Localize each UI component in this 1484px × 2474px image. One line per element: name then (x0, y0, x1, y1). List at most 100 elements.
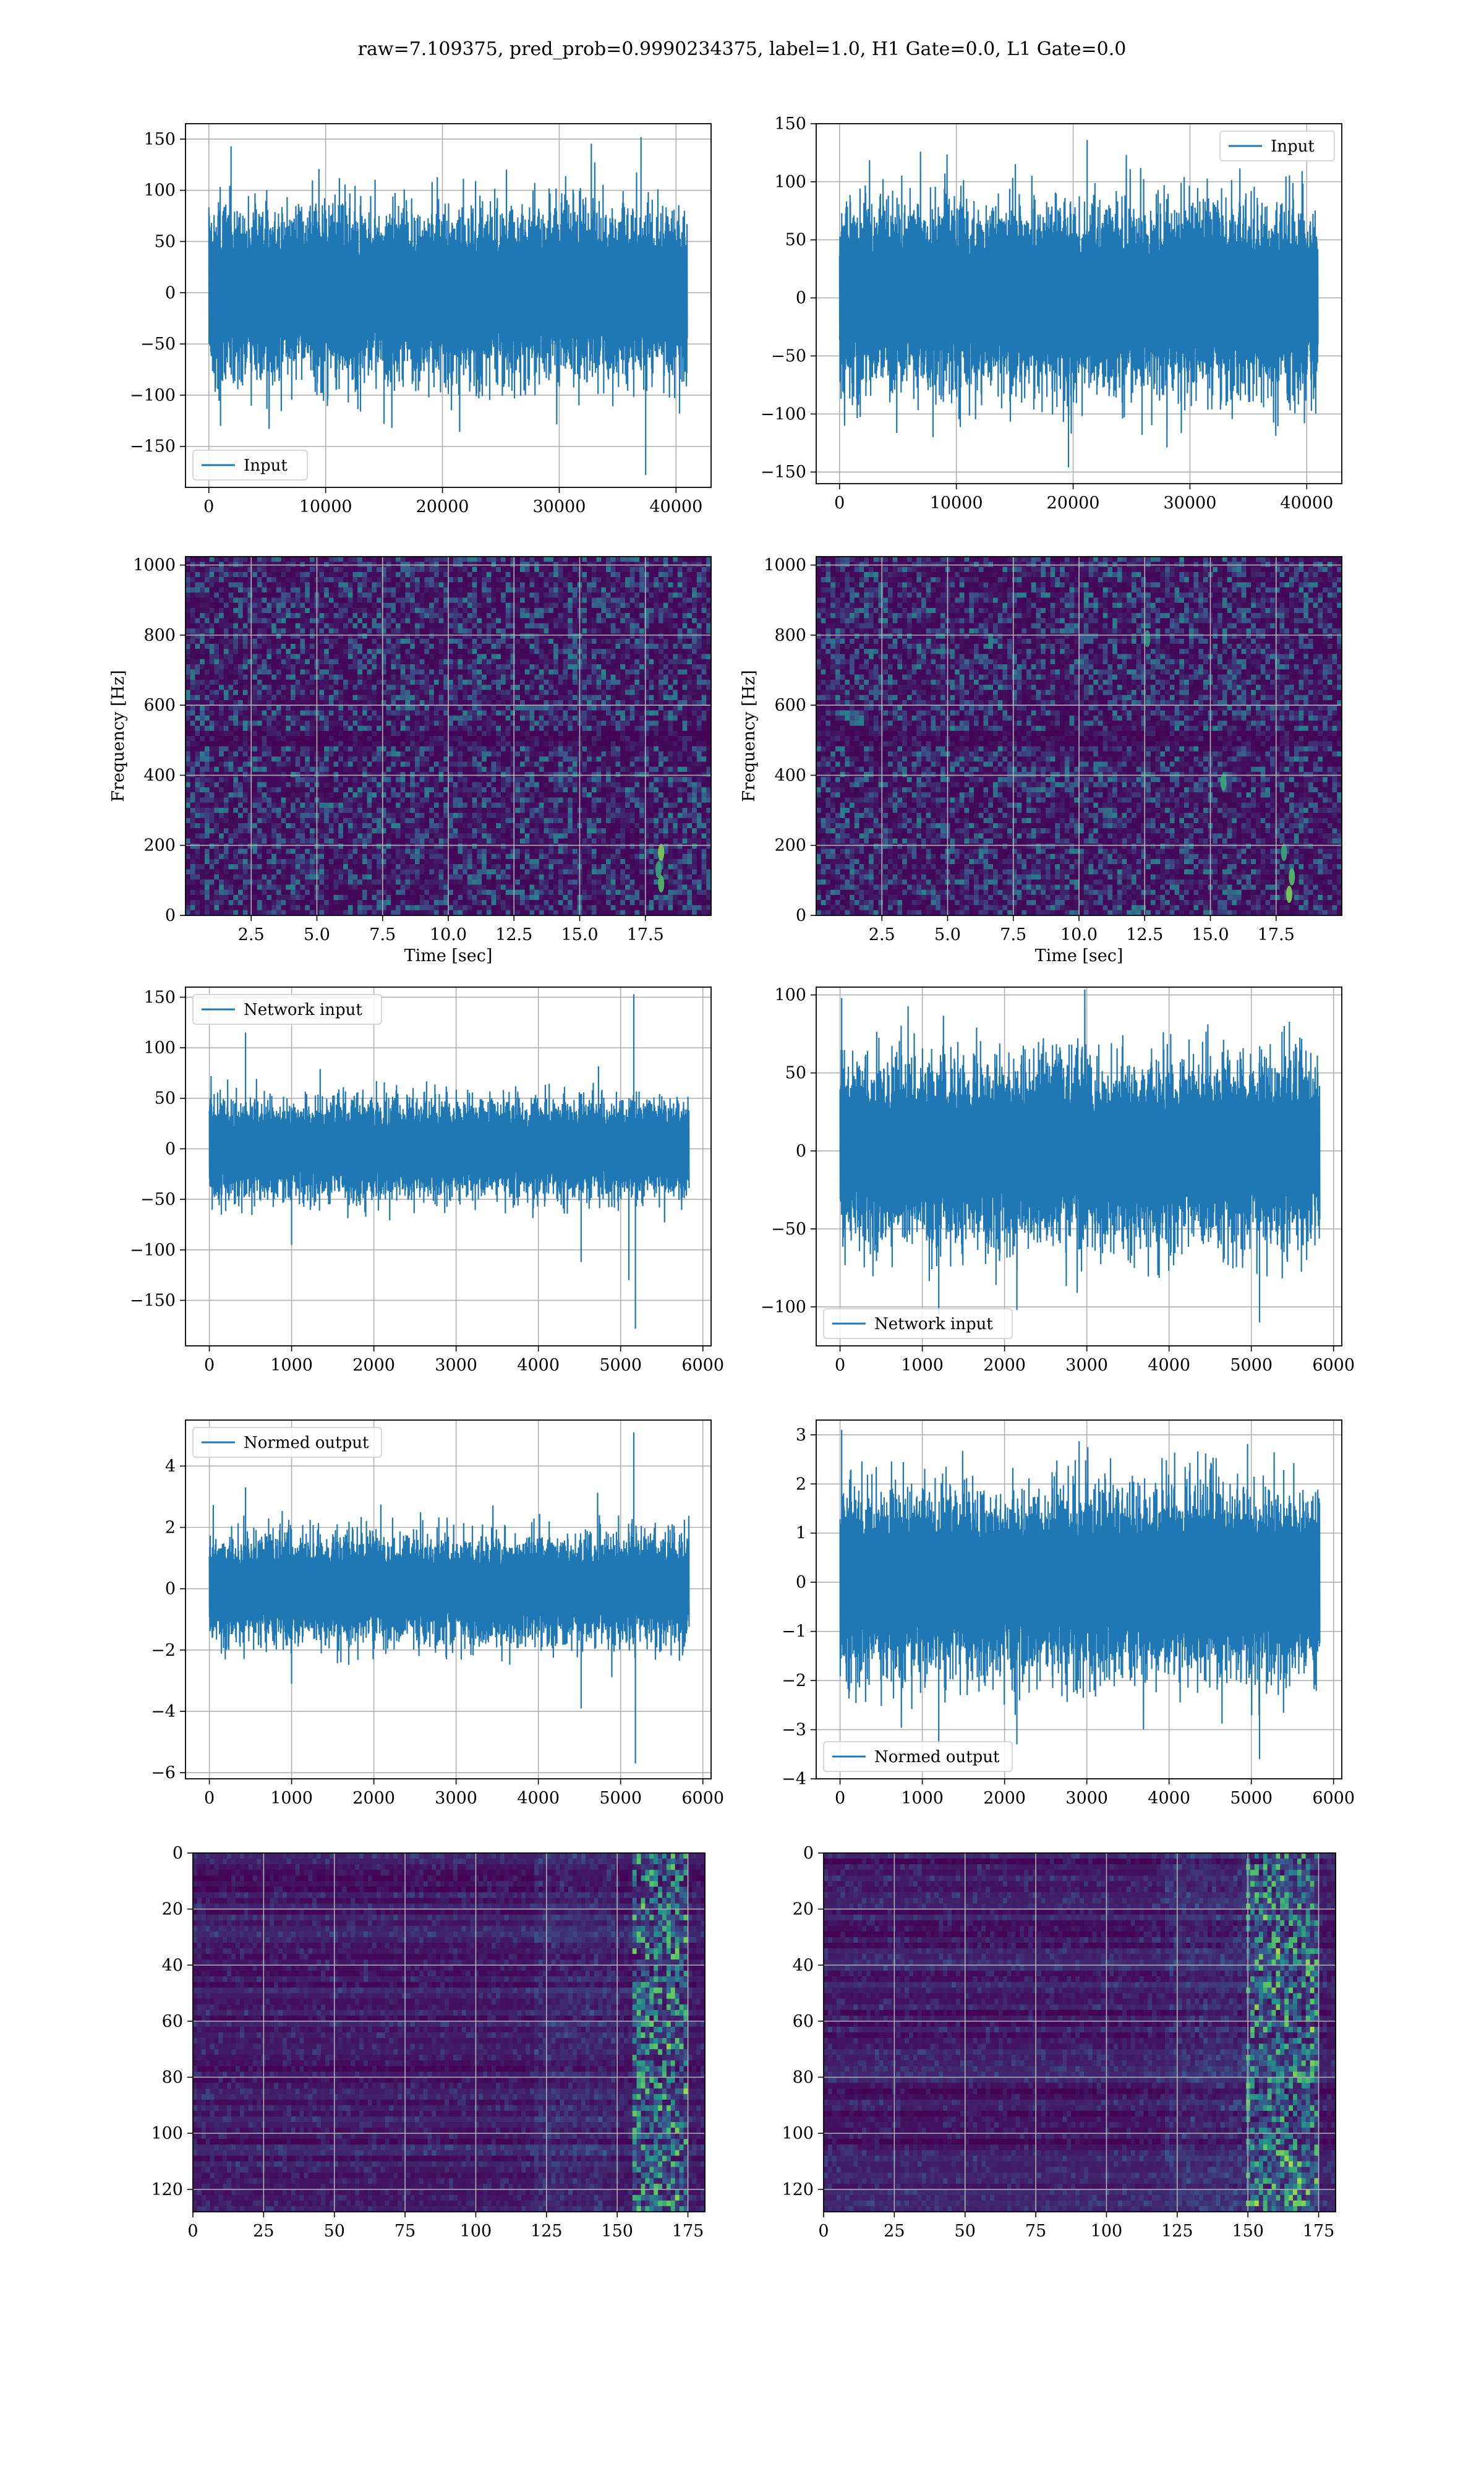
heatmap-cell (654, 705, 659, 711)
heatmap-cell (281, 659, 286, 665)
heatmap-cell (659, 644, 663, 649)
heatmap-cell (291, 716, 296, 721)
heatmap-cell (219, 751, 224, 757)
heatmap-cell (515, 767, 520, 773)
heatmap-cell (448, 623, 453, 629)
heatmap-cell (247, 747, 252, 752)
heatmap-cell (515, 572, 520, 578)
heatmap-cell (357, 782, 362, 788)
heatmap-cell (415, 644, 420, 649)
heatmap-cell (300, 639, 305, 644)
heatmap-cell (367, 613, 372, 618)
heatmap-cell (568, 557, 573, 562)
heatmap-cell (329, 654, 334, 659)
heatmap-cell (214, 695, 219, 701)
heatmap-cell (639, 588, 644, 593)
heatmap-cell (205, 685, 210, 690)
heatmap-cell (372, 588, 377, 593)
heatmap-cell (558, 567, 563, 573)
heatmap-cell (357, 654, 362, 659)
heatmap-cell (410, 751, 415, 757)
heatmap-cell (372, 664, 377, 670)
heatmap-cell (510, 557, 515, 562)
heatmap-cell (520, 695, 525, 701)
heatmap-cell (634, 705, 639, 711)
heatmap-cell (683, 654, 688, 659)
heatmap-cell (663, 756, 668, 762)
heatmap-cell (186, 664, 190, 670)
heatmap-cell (568, 608, 573, 614)
heatmap-cell (338, 761, 343, 767)
heatmap-cell (276, 618, 281, 623)
heatmap-cell (233, 747, 238, 752)
heatmap-cell (601, 597, 606, 603)
heatmap-cell (386, 562, 391, 567)
heatmap-cell (362, 567, 367, 573)
heatmap-cell (501, 664, 506, 670)
heatmap-cell (683, 664, 688, 670)
heatmap-cell (286, 572, 291, 578)
heatmap-cell (611, 613, 616, 618)
heatmap-cell (420, 711, 425, 716)
heatmap-cell (348, 669, 353, 675)
heatmap-cell (410, 639, 415, 644)
heatmap-cell (482, 741, 487, 747)
heatmap-cell (568, 613, 573, 618)
heatmap-cell (338, 695, 343, 701)
heatmap-cell (487, 597, 492, 603)
heatmap-cell (568, 751, 573, 757)
heatmap-cell (477, 649, 482, 654)
heatmap-cell (587, 644, 592, 649)
heatmap-cell (329, 623, 334, 629)
heatmap-cell (257, 603, 262, 609)
heatmap-cell (472, 711, 477, 716)
heatmap-cell (558, 761, 563, 767)
heatmap-cell (247, 613, 252, 618)
heatmap-cell (424, 608, 429, 614)
heatmap-cell (439, 593, 444, 598)
heatmap-cell (424, 711, 429, 716)
heatmap-cell (214, 731, 219, 737)
heatmap-cell (553, 772, 558, 777)
heatmap-cell (434, 767, 439, 773)
heatmap-cell (639, 567, 644, 573)
heatmap-cell (410, 741, 415, 747)
heatmap-cell (482, 588, 487, 593)
heatmap-cell (620, 711, 625, 716)
heatmap-cell (515, 761, 520, 767)
heatmap-cell (439, 721, 444, 726)
heatmap-cell (534, 705, 539, 711)
heatmap-cell (568, 669, 573, 675)
heatmap-cell (372, 716, 377, 721)
heatmap-cell (247, 716, 252, 721)
heatmap-cell (501, 756, 506, 762)
heatmap-cell (563, 747, 568, 752)
heatmap-cell (663, 761, 668, 767)
heatmap-cell (229, 597, 234, 603)
heatmap-cell (448, 669, 453, 675)
heatmap-cell (410, 747, 415, 752)
heatmap-cell (573, 680, 578, 685)
heatmap-cell (401, 761, 406, 767)
heatmap-cell (410, 756, 415, 762)
heatmap-cell (429, 756, 434, 762)
heatmap-cell (558, 736, 563, 742)
heatmap-cell (252, 751, 257, 757)
heatmap-cell (348, 716, 353, 721)
heatmap-cell (482, 572, 487, 578)
heatmap-cell (257, 756, 262, 762)
heatmap-cell (391, 633, 396, 639)
heatmap-cell (377, 608, 382, 614)
heatmap-cell (391, 777, 396, 782)
heatmap-cell (219, 669, 224, 675)
y-tick-label: 50 (155, 232, 176, 251)
heatmap-cell (186, 618, 190, 623)
heatmap-cell (453, 603, 458, 609)
heatmap-cell (319, 649, 324, 654)
heatmap-cell (300, 557, 305, 562)
heatmap-cell (506, 613, 511, 618)
heatmap-cell (678, 608, 683, 614)
heatmap-cell (329, 741, 334, 747)
heatmap-cell (659, 623, 663, 629)
heatmap-cell (420, 633, 425, 639)
